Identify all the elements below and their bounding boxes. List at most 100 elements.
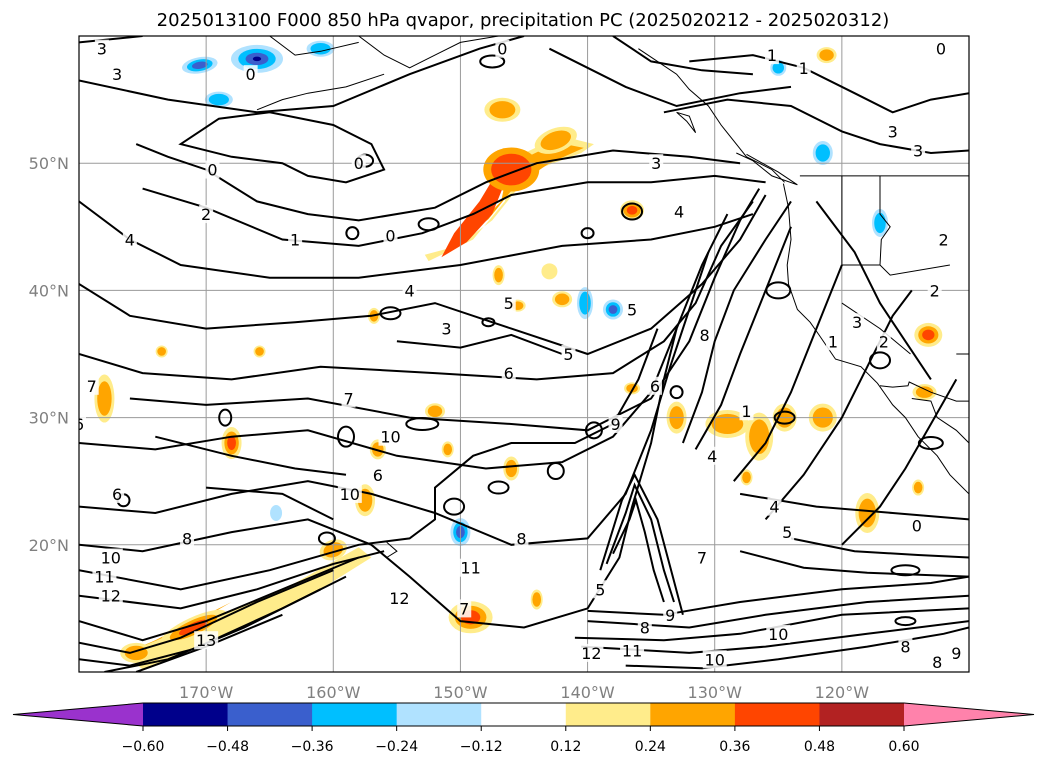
contour-label: 9	[610, 415, 620, 434]
contour-line	[612, 36, 753, 76]
contour-label-bg	[79, 414, 86, 433]
pc-shade	[97, 381, 112, 416]
pc-shade	[626, 205, 638, 215]
coastline	[782, 183, 969, 495]
contour-label-bg	[767, 497, 782, 516]
contour-label: 9	[665, 606, 675, 625]
coastline	[879, 381, 969, 402]
pc-shade	[608, 305, 618, 314]
contour-label-bg	[378, 427, 403, 446]
contour-label-bg	[625, 300, 640, 319]
pc-shade	[252, 56, 262, 62]
contour-line	[79, 569, 334, 654]
contour-label-bg	[205, 160, 220, 179]
contour-line	[689, 54, 969, 114]
contour-label: 0	[936, 40, 946, 59]
pc-shade	[494, 267, 503, 283]
map-frame	[78, 35, 970, 673]
contour-label-bg	[387, 589, 412, 608]
pc-shade	[922, 329, 935, 341]
contour-line	[129, 188, 761, 432]
pc-shade	[815, 144, 830, 162]
colorbar-segment	[650, 703, 736, 726]
contour-line	[396, 333, 563, 355]
contour-label-bg	[885, 122, 900, 141]
colorbar-tick-label: 0.12	[550, 739, 581, 755]
contour-line	[548, 47, 792, 108]
contour-label-bg	[501, 364, 516, 383]
contour-ring	[869, 351, 891, 370]
longitude-tick-labels: 170°W 160°W 150°W 140°W 130°W 120°W	[179, 683, 869, 702]
contour-label-bg	[593, 580, 608, 599]
coastline	[358, 36, 499, 69]
contour-label-bg	[110, 65, 125, 84]
contour-line	[612, 496, 665, 603]
contour-label: 3	[888, 122, 898, 141]
contour-label: 2	[879, 332, 889, 351]
contour-label-bg	[341, 389, 356, 408]
contour-ring	[890, 564, 921, 577]
lat-tick-label: 40°N	[29, 281, 69, 300]
contour-label: 7	[343, 390, 353, 409]
contour-label-bg	[934, 39, 949, 58]
contour-label-bg	[705, 446, 720, 465]
contour-label-bg	[930, 652, 945, 671]
contour-line	[681, 200, 792, 444]
contour-ring	[218, 408, 233, 427]
contour-label: 10	[705, 650, 725, 669]
contour-ring	[546, 462, 565, 481]
pc-shade	[711, 413, 744, 435]
contour-label: 10	[340, 485, 360, 504]
contour-label-bg	[402, 281, 417, 300]
contour-line	[587, 594, 969, 629]
contour-label: 6	[650, 377, 660, 396]
contour-label: 4	[674, 203, 684, 222]
contour-label-bg	[94, 39, 109, 58]
contour-label-bg	[825, 332, 840, 351]
contour-label: 6	[112, 485, 122, 504]
contour-label-bg	[766, 624, 791, 643]
contour-label: 12	[101, 587, 121, 606]
contour-line	[79, 550, 385, 610]
contour-label-bg	[194, 631, 219, 650]
contour-ring	[773, 410, 796, 425]
contour-label: 1	[741, 402, 751, 421]
contour-label-bg	[180, 529, 195, 548]
colorbar-tick-label: −0.24	[375, 739, 418, 755]
contour-label-bg	[383, 226, 398, 245]
coastline	[736, 152, 798, 186]
contour-label: 6	[373, 466, 383, 485]
contour-label-bg	[288, 230, 303, 249]
contour-label-bg	[457, 599, 472, 618]
contour-line	[79, 200, 754, 381]
lon-tick-label: 160°W	[306, 683, 361, 702]
contour-label-bg	[199, 205, 214, 224]
contour-line	[155, 435, 347, 476]
lon-tick-label: 150°W	[433, 683, 488, 702]
contour-line	[79, 200, 754, 279]
contour-label: 2	[201, 205, 211, 224]
colorbar-segment	[734, 703, 820, 726]
contour-label: 6	[74, 415, 84, 434]
lon-tick-label: 170°W	[179, 683, 234, 702]
colorbar-segment	[143, 703, 229, 726]
contour-label: 4	[707, 447, 717, 466]
lat-tick-label: 20°N	[29, 536, 69, 555]
contour-line	[841, 378, 958, 546]
colorbar-tick-label: 0.48	[804, 739, 835, 755]
contour-line	[178, 111, 386, 184]
contour-label-bg	[579, 643, 604, 662]
lat-tick-label: 50°N	[29, 154, 69, 173]
colorbar-segment	[481, 703, 567, 726]
contour-label-bg	[649, 154, 664, 173]
contour-label-bg	[92, 567, 117, 586]
contour-label: 7	[697, 549, 707, 568]
contour-label: 9	[951, 644, 961, 663]
contour-ring	[580, 227, 595, 240]
contour-label: 4	[125, 231, 135, 250]
contour-label: 10	[768, 625, 788, 644]
contour-line	[79, 213, 729, 470]
contour-line	[599, 472, 684, 616]
